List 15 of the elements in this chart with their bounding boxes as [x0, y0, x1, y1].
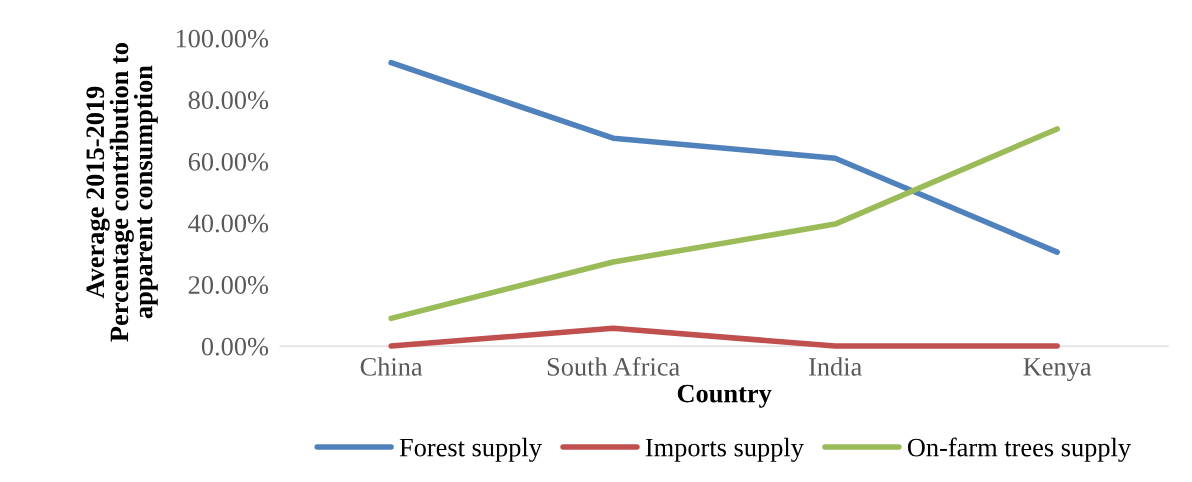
x-tick-label: Kenya: [1023, 358, 1092, 382]
x-tick-label: South Africa: [547, 356, 680, 376]
y-axis-title: Average 2015-2019 Percentage contribution to apparent consumption: [86, 43, 158, 342]
y-tick-label: 80.00%: [188, 91, 269, 110]
x-tick-label: India: [808, 357, 862, 376]
y-tick-label: 100.00%: [176, 29, 269, 48]
y-tick-label: 60.00%: [188, 152, 269, 171]
legend-label: Imports supply: [645, 437, 804, 462]
y-tick-label: 0.00%: [201, 337, 269, 356]
x-axis-title: Country: [677, 384, 772, 408]
x-tick-label: China: [360, 357, 423, 376]
legend-label: On-farm trees supply: [907, 437, 1131, 462]
legend-label: Forest supply: [399, 437, 542, 462]
y-tick-label: 20.00%: [188, 276, 269, 295]
y-tick-label: 40.00%: [188, 214, 269, 233]
